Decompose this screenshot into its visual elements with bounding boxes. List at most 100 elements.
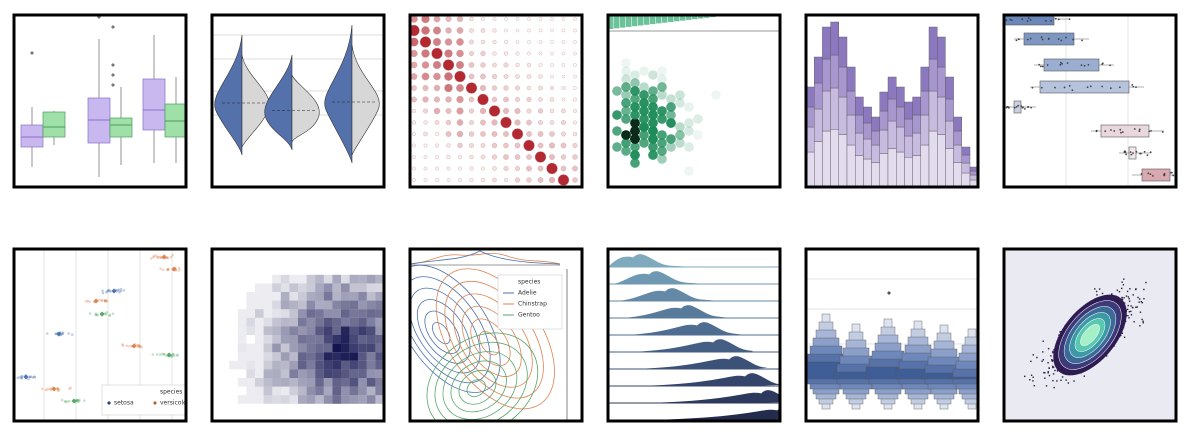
scatter-point bbox=[1128, 300, 1131, 302]
dot bbox=[504, 28, 508, 33]
scatter-point bbox=[1033, 384, 1036, 387]
dot bbox=[423, 108, 428, 114]
hist-seg bbox=[887, 120, 897, 149]
dot bbox=[480, 50, 486, 57]
strip-point bbox=[138, 344, 142, 348]
thumbnail[interactable] bbox=[210, 13, 386, 189]
strip-point bbox=[1026, 38, 1029, 41]
hist2d-cell bbox=[263, 343, 273, 353]
dot bbox=[421, 61, 430, 69]
legend-title: species bbox=[160, 389, 182, 396]
strip-point bbox=[172, 354, 176, 358]
thumbnail[interactable] bbox=[606, 13, 782, 189]
hex bbox=[657, 106, 667, 116]
scatter-point bbox=[1118, 290, 1121, 293]
dot bbox=[469, 166, 474, 171]
dot bbox=[433, 84, 441, 92]
hist2d-cell bbox=[349, 395, 359, 404]
thumbnail-content bbox=[806, 278, 978, 410]
strip-point bbox=[1121, 131, 1124, 133]
hex bbox=[621, 114, 631, 124]
dot bbox=[573, 28, 577, 33]
strip-point bbox=[49, 388, 53, 392]
dot bbox=[480, 73, 486, 80]
thumbnail[interactable] bbox=[804, 13, 980, 189]
scatter-point bbox=[1128, 298, 1130, 300]
dot bbox=[515, 62, 520, 68]
thumbnail[interactable]: species setosa versicolor bbox=[12, 247, 202, 423]
box bbox=[1039, 80, 1130, 94]
strip-point bbox=[138, 345, 142, 348]
hex bbox=[684, 102, 694, 112]
strip-point bbox=[105, 290, 108, 294]
hist-seg bbox=[838, 66, 848, 98]
strip-point bbox=[57, 388, 61, 392]
thumbnail[interactable] bbox=[12, 13, 188, 189]
legend-label: Adelie bbox=[518, 290, 537, 297]
strip-point bbox=[1133, 128, 1136, 130]
strip-point bbox=[94, 313, 98, 317]
boxen-level bbox=[952, 368, 978, 385]
dot bbox=[572, 165, 578, 172]
hist2d-cell bbox=[366, 309, 376, 318]
thumbnail[interactable] bbox=[804, 247, 994, 423]
hist2d-cell bbox=[237, 395, 247, 404]
dot bbox=[557, 174, 570, 186]
dot bbox=[560, 165, 567, 172]
mean-marker bbox=[171, 266, 177, 272]
hist2d-cell bbox=[366, 300, 376, 310]
marginal-bar bbox=[674, 15, 680, 22]
strip-point bbox=[1030, 106, 1033, 109]
contour bbox=[442, 351, 518, 420]
hex bbox=[648, 150, 658, 160]
hex bbox=[648, 86, 658, 96]
thumbnail[interactable] bbox=[995, 13, 1185, 189]
hist2d-cell bbox=[358, 335, 367, 344]
outlier bbox=[111, 25, 115, 29]
dot bbox=[422, 96, 429, 103]
thumbnail[interactable] bbox=[606, 247, 815, 423]
dot bbox=[456, 38, 464, 46]
hex bbox=[630, 118, 640, 128]
hist2d-cell bbox=[358, 378, 367, 387]
hist2d-cell bbox=[332, 326, 341, 335]
marginal-bar bbox=[626, 15, 632, 27]
strip-point bbox=[1063, 86, 1066, 89]
thumbnail[interactable] bbox=[408, 13, 584, 189]
dot bbox=[549, 142, 555, 149]
dot bbox=[503, 177, 509, 183]
strip-point bbox=[1161, 131, 1164, 133]
dot bbox=[526, 85, 532, 91]
hex bbox=[648, 102, 658, 112]
strip-point bbox=[1163, 172, 1166, 175]
hist2d-cell bbox=[341, 300, 350, 310]
strip-point bbox=[1038, 63, 1041, 66]
hist2d-cell bbox=[263, 378, 273, 387]
dot bbox=[534, 151, 547, 163]
hex bbox=[630, 126, 640, 136]
hex bbox=[657, 82, 667, 92]
hist2d-cell bbox=[341, 309, 350, 318]
thumbnail[interactable]: species Adelie Chinstrap Gentoo bbox=[373, 247, 584, 436]
dot bbox=[435, 132, 439, 136]
hist-seg bbox=[936, 36, 946, 68]
hist2d-cell bbox=[280, 395, 290, 404]
hist-seg bbox=[879, 129, 889, 154]
scatter-point bbox=[1052, 350, 1054, 353]
scatter-point bbox=[1126, 308, 1129, 311]
hist-seg bbox=[846, 66, 856, 92]
strip-point bbox=[29, 375, 33, 378]
thumbnail[interactable] bbox=[210, 247, 386, 423]
strip-point bbox=[1027, 106, 1029, 108]
hex bbox=[630, 70, 640, 80]
dot bbox=[561, 131, 566, 137]
scatter-point bbox=[1095, 290, 1098, 293]
hist-seg bbox=[920, 66, 930, 92]
strip-point bbox=[118, 290, 121, 294]
hist2d-cell bbox=[289, 274, 298, 284]
hist2d-cell bbox=[366, 369, 376, 378]
strip-point bbox=[138, 345, 141, 349]
thumbnail[interactable] bbox=[1002, 247, 1178, 423]
hist2d-cell bbox=[332, 360, 341, 370]
marginal-bar bbox=[608, 15, 614, 29]
